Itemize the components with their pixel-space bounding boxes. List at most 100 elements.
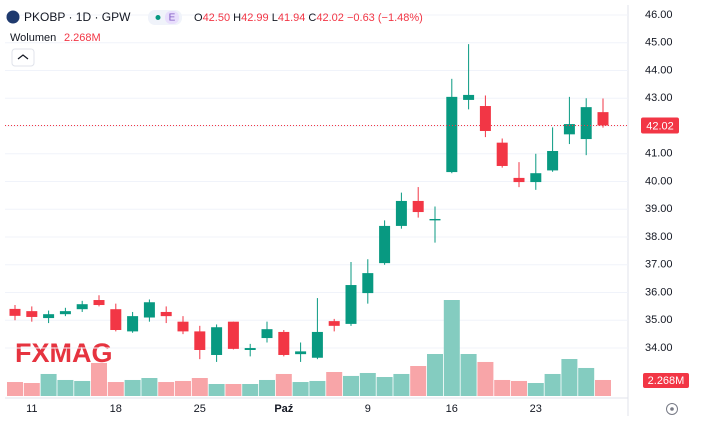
candle-body bbox=[143, 302, 155, 318]
volume-bar bbox=[511, 380, 527, 396]
volume-bar bbox=[561, 359, 578, 396]
last-volume-box bbox=[643, 372, 689, 388]
last-price-label: 42.02 bbox=[646, 120, 674, 132]
candle-body bbox=[328, 321, 340, 326]
volume-bar bbox=[527, 383, 544, 396]
volume-bar bbox=[242, 384, 259, 396]
collapse-button[interactable] bbox=[11, 48, 35, 67]
volume-bar bbox=[443, 300, 460, 396]
candle-body bbox=[278, 331, 290, 355]
y-tick-label: 35.00 bbox=[645, 314, 673, 326]
volume-bar bbox=[494, 379, 511, 396]
chevron-icon bbox=[17, 54, 29, 60]
volume-bar bbox=[91, 362, 107, 396]
volume-bar bbox=[275, 373, 292, 396]
volume-bar bbox=[107, 382, 124, 396]
candle-body bbox=[59, 311, 71, 315]
y-tick-label: 40.00 bbox=[645, 175, 673, 187]
x-tick-label: 11 bbox=[26, 403, 37, 415]
l-label: L bbox=[272, 12, 278, 24]
volume-bar bbox=[259, 379, 275, 396]
y-tick-label: 43.00 bbox=[645, 92, 673, 104]
y-tick-label: 36.00 bbox=[645, 286, 673, 298]
volume-bar bbox=[326, 372, 343, 396]
x-tick-label: 18 bbox=[110, 403, 122, 415]
change: −0.63 (−1.48%) bbox=[347, 12, 423, 24]
candle-body bbox=[76, 304, 88, 310]
candle-body bbox=[513, 177, 525, 183]
badge-e: E bbox=[169, 13, 176, 24]
grid bbox=[5, 14, 628, 349]
candle-body bbox=[110, 309, 122, 331]
x-tick-label: 16 bbox=[446, 403, 458, 415]
candle-body bbox=[43, 314, 55, 319]
volume-bar bbox=[208, 384, 225, 396]
x-tick-label: 25 bbox=[194, 403, 206, 415]
volume-legend-label: Wolumen bbox=[10, 32, 56, 44]
symbol-title[interactable]: PKOBP · 1D · GPW bbox=[24, 10, 131, 24]
y-tick-label: 39.00 bbox=[645, 203, 673, 215]
y-tick-label: 41.00 bbox=[645, 148, 673, 160]
candle-pane bbox=[5, 44, 628, 362]
candle-body bbox=[261, 329, 273, 339]
y-tick-label: 37.00 bbox=[645, 259, 673, 271]
o-value: 42.50 bbox=[203, 12, 231, 24]
volume-bar bbox=[477, 361, 494, 396]
candle-body bbox=[244, 348, 256, 350]
volume-bar bbox=[7, 382, 23, 396]
volume-bar bbox=[595, 379, 611, 396]
candle-body bbox=[463, 94, 475, 100]
candle-body bbox=[177, 321, 189, 332]
volume-bar bbox=[309, 380, 326, 396]
volume-bar bbox=[40, 373, 57, 396]
candle-body bbox=[580, 107, 592, 140]
volume-bar bbox=[74, 380, 91, 396]
candle-body bbox=[26, 311, 38, 317]
candle-body bbox=[211, 327, 223, 355]
h-label: H bbox=[233, 12, 241, 24]
settings-button[interactable] bbox=[666, 403, 678, 415]
candle-body bbox=[93, 300, 105, 306]
volume-pane bbox=[7, 300, 611, 396]
axes: 34.00 35.00 36.00 37.00 38.00 39.00 40.00 41.00… bbox=[26, 9, 689, 415]
settings-dot bbox=[670, 407, 674, 411]
volume-bar bbox=[23, 383, 40, 396]
l-value: 41.94 bbox=[278, 12, 306, 24]
candle-body bbox=[563, 124, 575, 135]
candle-body bbox=[227, 321, 239, 349]
x-tick-label: Paź bbox=[274, 403, 293, 415]
volume-bar bbox=[376, 377, 393, 396]
volume-bar bbox=[460, 354, 477, 396]
volume-bar bbox=[141, 378, 158, 396]
volume-bar bbox=[158, 382, 175, 396]
volume-bar bbox=[57, 379, 74, 396]
candle-body bbox=[194, 331, 206, 350]
c-value: 42.02 bbox=[316, 12, 344, 24]
candle-body bbox=[395, 200, 407, 226]
volume-bar bbox=[393, 373, 410, 396]
candle-body bbox=[530, 173, 542, 183]
candle-body bbox=[345, 285, 357, 324]
ohlc-legend: O42.50 H42.99 L41.94 C42.02 −0.63 (−1.48… bbox=[194, 12, 423, 24]
c-label: C bbox=[308, 12, 316, 24]
candle-body bbox=[429, 218, 441, 221]
candle-body bbox=[379, 225, 391, 264]
candle-body bbox=[295, 351, 307, 355]
volume-bar bbox=[225, 384, 242, 396]
candle-body bbox=[547, 150, 559, 171]
candle-body bbox=[597, 112, 609, 126]
badge-e-bg bbox=[165, 11, 179, 24]
candle-body bbox=[160, 311, 172, 317]
x-tick-label: 9 bbox=[365, 403, 371, 415]
last-price-box bbox=[641, 117, 679, 134]
h-value: 42.99 bbox=[241, 12, 269, 24]
volume-bar bbox=[410, 366, 427, 396]
candle-body bbox=[127, 316, 139, 332]
volume-bar bbox=[191, 378, 208, 396]
status-dot bbox=[155, 15, 161, 20]
y-tick-label: 44.00 bbox=[645, 64, 673, 76]
y-tick-label: 46.00 bbox=[645, 9, 673, 21]
symbol-logo bbox=[6, 10, 20, 24]
candle-body bbox=[311, 331, 323, 358]
